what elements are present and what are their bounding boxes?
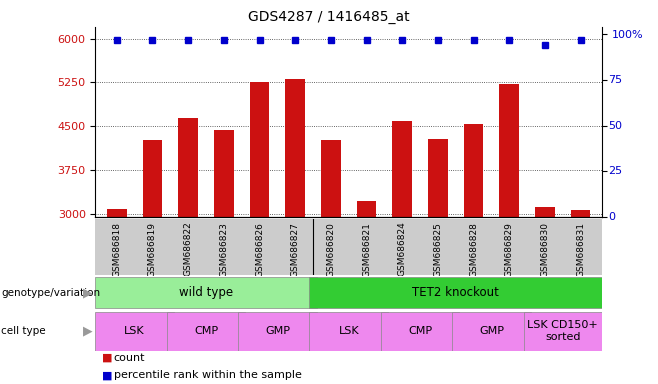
Text: 0: 0	[608, 212, 615, 222]
Bar	[95, 312, 174, 351]
Text: GSM686824: GSM686824	[397, 222, 407, 276]
Bar	[464, 124, 484, 384]
Text: GSM686821: GSM686821	[362, 222, 371, 276]
Bar	[166, 312, 245, 351]
Text: ■: ■	[102, 353, 113, 363]
Text: percentile rank within the sample: percentile rank within the sample	[114, 370, 302, 381]
Text: 50: 50	[608, 121, 622, 131]
Bar	[524, 312, 602, 351]
Text: LSK CD150+
sorted: LSK CD150+ sorted	[528, 320, 598, 342]
Text: GSM686819: GSM686819	[148, 222, 157, 276]
Bar	[214, 130, 234, 384]
Text: TET2 knockout: TET2 knockout	[413, 286, 499, 299]
Text: wild type: wild type	[179, 286, 233, 299]
Bar	[357, 201, 376, 384]
Bar	[309, 312, 388, 351]
Text: GSM686831: GSM686831	[576, 222, 585, 276]
Bar	[499, 84, 519, 384]
Bar	[571, 210, 590, 384]
Bar	[452, 312, 531, 351]
Text: GMP: GMP	[265, 326, 290, 336]
Text: LSK: LSK	[338, 326, 359, 336]
Text: GSM686825: GSM686825	[434, 222, 442, 276]
Text: GSM686818: GSM686818	[113, 222, 121, 276]
Text: 75: 75	[608, 75, 622, 85]
Text: ▶: ▶	[82, 286, 92, 299]
Text: GSM686828: GSM686828	[469, 222, 478, 276]
Text: GSM686820: GSM686820	[326, 222, 336, 276]
Text: cell type: cell type	[1, 326, 46, 336]
Text: GSM686823: GSM686823	[219, 222, 228, 276]
Bar	[286, 79, 305, 384]
Bar	[321, 140, 341, 384]
Bar	[309, 277, 602, 308]
Bar	[535, 207, 555, 384]
Text: count: count	[114, 353, 145, 363]
Text: GSM686826: GSM686826	[255, 222, 264, 276]
Text: GSM686827: GSM686827	[291, 222, 300, 276]
Text: LSK: LSK	[124, 326, 145, 336]
Text: genotype/variation: genotype/variation	[1, 288, 101, 298]
Text: CMP: CMP	[408, 326, 432, 336]
Bar	[143, 140, 163, 384]
Bar	[250, 83, 269, 384]
Text: GDS4287 / 1416485_at: GDS4287 / 1416485_at	[248, 10, 410, 23]
Text: GSM686829: GSM686829	[505, 222, 514, 276]
Text: GSM686822: GSM686822	[184, 222, 193, 276]
Text: 25: 25	[608, 166, 622, 176]
Bar	[95, 277, 316, 308]
Text: GSM686830: GSM686830	[540, 222, 549, 276]
Bar	[178, 118, 198, 384]
Bar	[107, 209, 126, 384]
Bar	[238, 312, 316, 351]
Text: ■: ■	[102, 370, 113, 381]
Bar	[428, 139, 447, 384]
Bar	[381, 312, 459, 351]
Text: GMP: GMP	[479, 326, 504, 336]
Text: CMP: CMP	[194, 326, 218, 336]
Text: ▶: ▶	[82, 325, 92, 338]
Bar	[392, 121, 412, 384]
